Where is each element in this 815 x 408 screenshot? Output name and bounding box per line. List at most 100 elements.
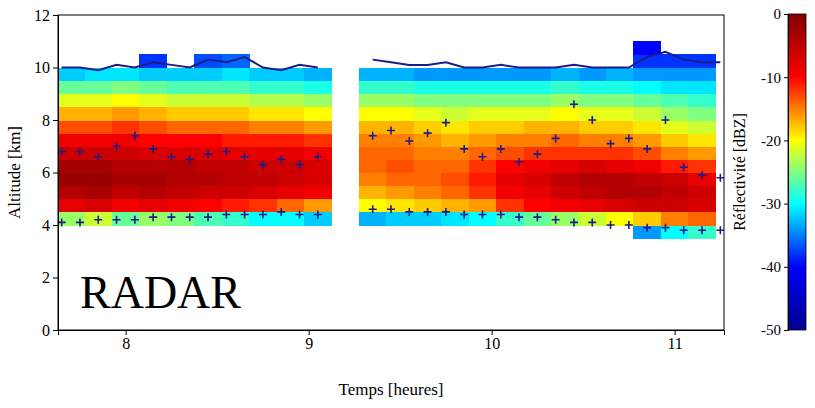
heat-cell bbox=[579, 133, 607, 147]
heat-cell bbox=[633, 41, 661, 55]
tick-label: 0 bbox=[774, 6, 782, 22]
plus-marker bbox=[76, 218, 84, 226]
tick-label: -30 bbox=[761, 196, 781, 212]
heat-cell bbox=[112, 81, 140, 95]
heat-cell bbox=[524, 173, 552, 187]
y-axis: 024681012 bbox=[34, 7, 59, 339]
plus-marker bbox=[643, 224, 651, 232]
colorbar-title: Réflectivité [dBZ] bbox=[731, 113, 748, 231]
plus-marker bbox=[680, 163, 688, 171]
tick-mark bbox=[784, 204, 788, 205]
heat-cell bbox=[688, 120, 716, 134]
heat-cell bbox=[469, 68, 497, 82]
plus-marker bbox=[186, 155, 194, 163]
heat-cell bbox=[386, 107, 414, 121]
heat-cell bbox=[167, 68, 195, 82]
plus-marker bbox=[314, 211, 322, 219]
heat-cell bbox=[441, 159, 469, 173]
tick: 8 bbox=[122, 330, 130, 352]
heat-cell bbox=[85, 159, 113, 173]
heat-cell bbox=[386, 120, 414, 134]
plus-marker bbox=[478, 153, 486, 161]
heat-cell bbox=[386, 159, 414, 173]
heat-cell bbox=[524, 68, 552, 82]
heat-cell bbox=[633, 186, 661, 200]
heat-cell bbox=[633, 212, 661, 226]
heat-cell bbox=[167, 199, 195, 213]
heat-cell bbox=[139, 212, 167, 226]
heat-cell bbox=[551, 107, 579, 121]
heat-cell bbox=[551, 146, 579, 160]
heat-cell bbox=[167, 81, 195, 95]
heat-cell bbox=[304, 186, 332, 200]
plot-frame bbox=[58, 15, 724, 330]
heat-cell bbox=[661, 146, 689, 160]
tick: -20 bbox=[761, 133, 788, 149]
plus-marker bbox=[241, 153, 249, 161]
heat-cell bbox=[633, 107, 661, 121]
heat-cell bbox=[688, 199, 716, 213]
heat-cell bbox=[551, 81, 579, 95]
heat-cell bbox=[606, 133, 634, 147]
heat-cell bbox=[606, 146, 634, 160]
heat-cell bbox=[386, 212, 414, 226]
heat-cell bbox=[386, 94, 414, 108]
heat-cell bbox=[277, 81, 305, 95]
heat-cell bbox=[58, 146, 85, 160]
heat-cell bbox=[249, 81, 277, 95]
plus-marker bbox=[570, 100, 578, 108]
heat-cell bbox=[85, 94, 113, 108]
heat-cell bbox=[304, 173, 332, 187]
axis-line bbox=[784, 15, 789, 331]
heat-cell bbox=[304, 94, 332, 108]
heat-cell bbox=[551, 94, 579, 108]
heat-cell bbox=[579, 94, 607, 108]
plus-marker bbox=[607, 140, 615, 148]
heat-cell bbox=[633, 68, 661, 82]
tick-label: -50 bbox=[761, 322, 781, 338]
heat-cell bbox=[58, 199, 85, 213]
heat-cell bbox=[139, 159, 167, 173]
plus-marker bbox=[222, 148, 230, 156]
tick-label: 8 bbox=[42, 112, 50, 129]
plus-marker bbox=[716, 174, 724, 182]
heat-cell bbox=[85, 146, 113, 160]
heat-cell bbox=[359, 146, 387, 160]
plus-marker bbox=[167, 213, 175, 221]
heat-cell bbox=[167, 159, 195, 173]
heat-cell bbox=[277, 173, 305, 187]
heat-cell bbox=[194, 68, 222, 82]
heat-cell bbox=[496, 199, 524, 213]
tick: -50 bbox=[761, 322, 788, 338]
heat-cell bbox=[359, 68, 387, 82]
heat-cell bbox=[551, 159, 579, 173]
heat-cell bbox=[359, 107, 387, 121]
heat-cell bbox=[496, 94, 524, 108]
heat-cell bbox=[633, 199, 661, 213]
heat-cell bbox=[194, 159, 222, 173]
heat-cell bbox=[112, 173, 140, 187]
plus-marker bbox=[625, 221, 633, 229]
heat-cell bbox=[441, 81, 469, 95]
heat-cell bbox=[469, 120, 497, 134]
heat-cell bbox=[194, 212, 222, 226]
plus-marker bbox=[698, 171, 706, 179]
heat-cell bbox=[606, 107, 634, 121]
heat-cell bbox=[304, 81, 332, 95]
tick-mark bbox=[784, 330, 788, 331]
heat-cell bbox=[688, 133, 716, 147]
tick-mark bbox=[784, 77, 788, 78]
heat-cell bbox=[661, 81, 689, 95]
plus-marker bbox=[222, 211, 230, 219]
heat-cell bbox=[524, 107, 552, 121]
heat-cell bbox=[606, 94, 634, 108]
heat-cell bbox=[606, 81, 634, 95]
heat-cell bbox=[579, 199, 607, 213]
heat-cell bbox=[139, 186, 167, 200]
heat-cell bbox=[661, 94, 689, 108]
series-1 bbox=[58, 100, 724, 182]
heat-cell bbox=[277, 133, 305, 147]
heat-cell bbox=[414, 186, 442, 200]
tick: -40 bbox=[761, 259, 788, 275]
heat-cell bbox=[85, 107, 113, 121]
